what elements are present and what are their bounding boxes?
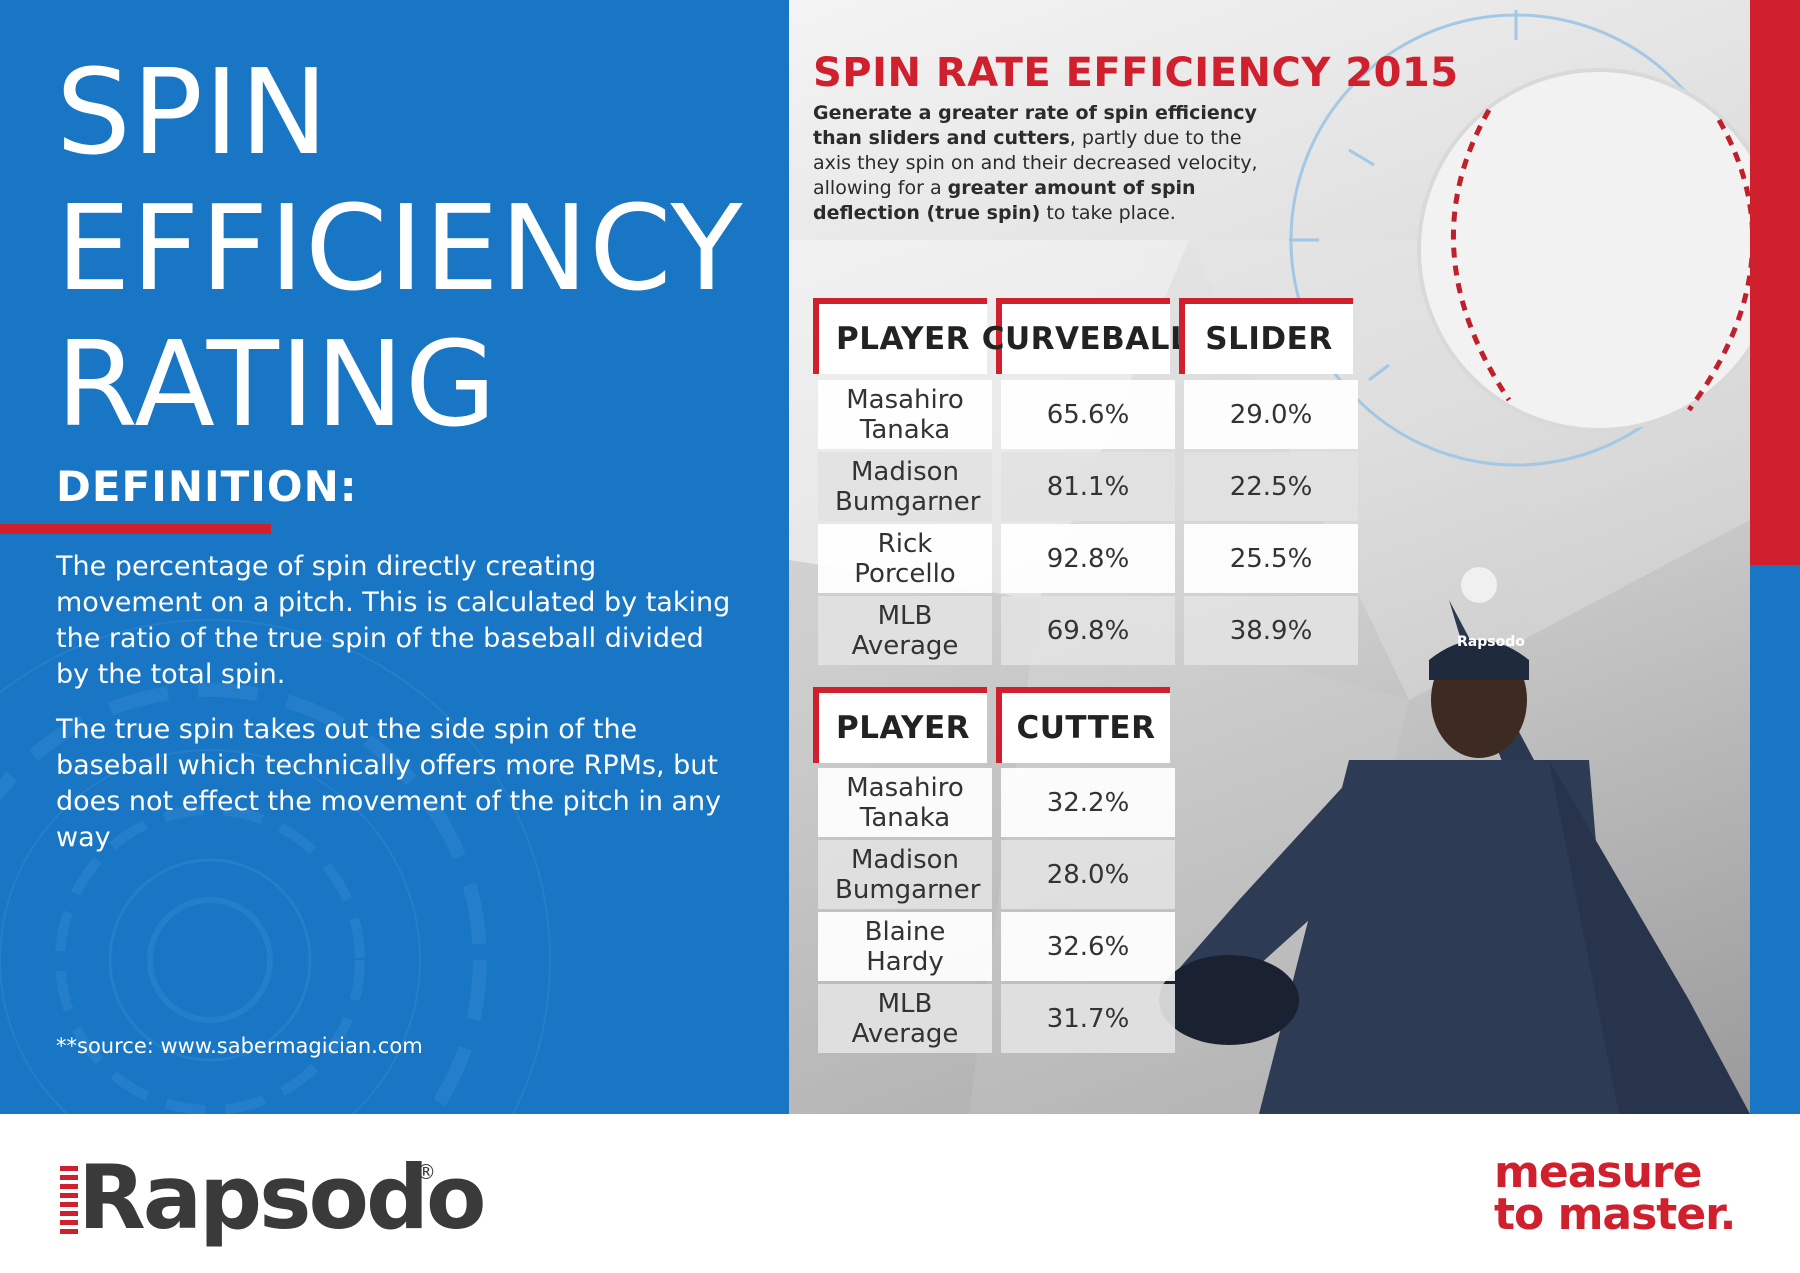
table-cell-value: 29.0% xyxy=(1184,380,1358,449)
table-cell-player: MLB Average xyxy=(818,596,992,665)
accent-red xyxy=(1750,0,1800,565)
section-title: SPIN RATE EFFICIENCY 2015 xyxy=(813,50,1459,96)
definition-paragraph: The percentage of spin directly creating… xyxy=(56,551,731,690)
red-divider xyxy=(0,524,271,534)
table-cell-value: 28.0% xyxy=(1001,840,1175,909)
table-header: PLAYER xyxy=(813,687,987,763)
table-cell-value: 31.7% xyxy=(1001,984,1175,1053)
side-accent-strip xyxy=(1750,0,1800,1114)
table-cell-value: 22.5% xyxy=(1184,452,1358,521)
table-cell-value: 32.2% xyxy=(1001,768,1175,837)
table-cell-player: Masahiro Tanaka xyxy=(818,380,992,449)
table-cell-value: 65.6% xyxy=(1001,380,1175,449)
tagline-line: to master. xyxy=(1494,1189,1736,1240)
table-cell-value: 25.5% xyxy=(1184,524,1358,593)
table-cell-value: 32.6% xyxy=(1001,912,1175,981)
definition-heading: DEFINITION: xyxy=(56,462,358,511)
tech-circle-decoration xyxy=(0,619,551,1114)
table-cell-player: Madison Bumgarner xyxy=(818,452,992,521)
table-cell-player: Blaine Hardy xyxy=(818,912,992,981)
table-cell-player: Masahiro Tanaka xyxy=(818,768,992,837)
table-cell-player: MLB Average xyxy=(818,984,992,1053)
table-header: CURVEBALL xyxy=(982,298,1190,374)
table-cell-value: 81.1% xyxy=(1001,452,1175,521)
title-line: RATING xyxy=(56,315,498,453)
registered-mark: ® xyxy=(416,1160,436,1184)
table-cell-value: 38.9% xyxy=(1184,596,1358,665)
section-description: Generate a greater rate of spin efficien… xyxy=(813,102,1258,224)
rapsodo-logo-mark-icon xyxy=(60,1166,78,1234)
source-note: **source: www.sabermagician.com xyxy=(56,1034,423,1058)
table-cell-value: 69.8% xyxy=(1001,596,1175,665)
title-line: SPIN xyxy=(56,43,330,181)
rapsodo-logo: Rapsodo xyxy=(78,1146,486,1249)
table-cell-player: Rick Porcello xyxy=(818,524,992,593)
table-cell-value: 92.8% xyxy=(1001,524,1175,593)
tagline-line: measure xyxy=(1494,1147,1702,1198)
table-cell-player: Madison Bumgarner xyxy=(818,840,992,909)
left-panel: SPIN EFFICIENCY RATING DEFINITION: The p… xyxy=(0,0,789,1114)
table-header: CUTTER xyxy=(996,687,1170,763)
footer xyxy=(0,1114,1800,1273)
cap-logo: Rapsodo xyxy=(1457,634,1525,650)
tagline: measure to master. xyxy=(1494,1147,1754,1240)
table-header: SLIDER xyxy=(1179,298,1353,374)
title-line: EFFICIENCY xyxy=(56,179,744,317)
accent-blue xyxy=(1750,565,1800,1114)
page-title: SPIN EFFICIENCY RATING xyxy=(56,44,744,452)
table-header: PLAYER xyxy=(813,298,987,374)
definition-paragraph: The true spin takes out the side spin of… xyxy=(56,714,722,853)
